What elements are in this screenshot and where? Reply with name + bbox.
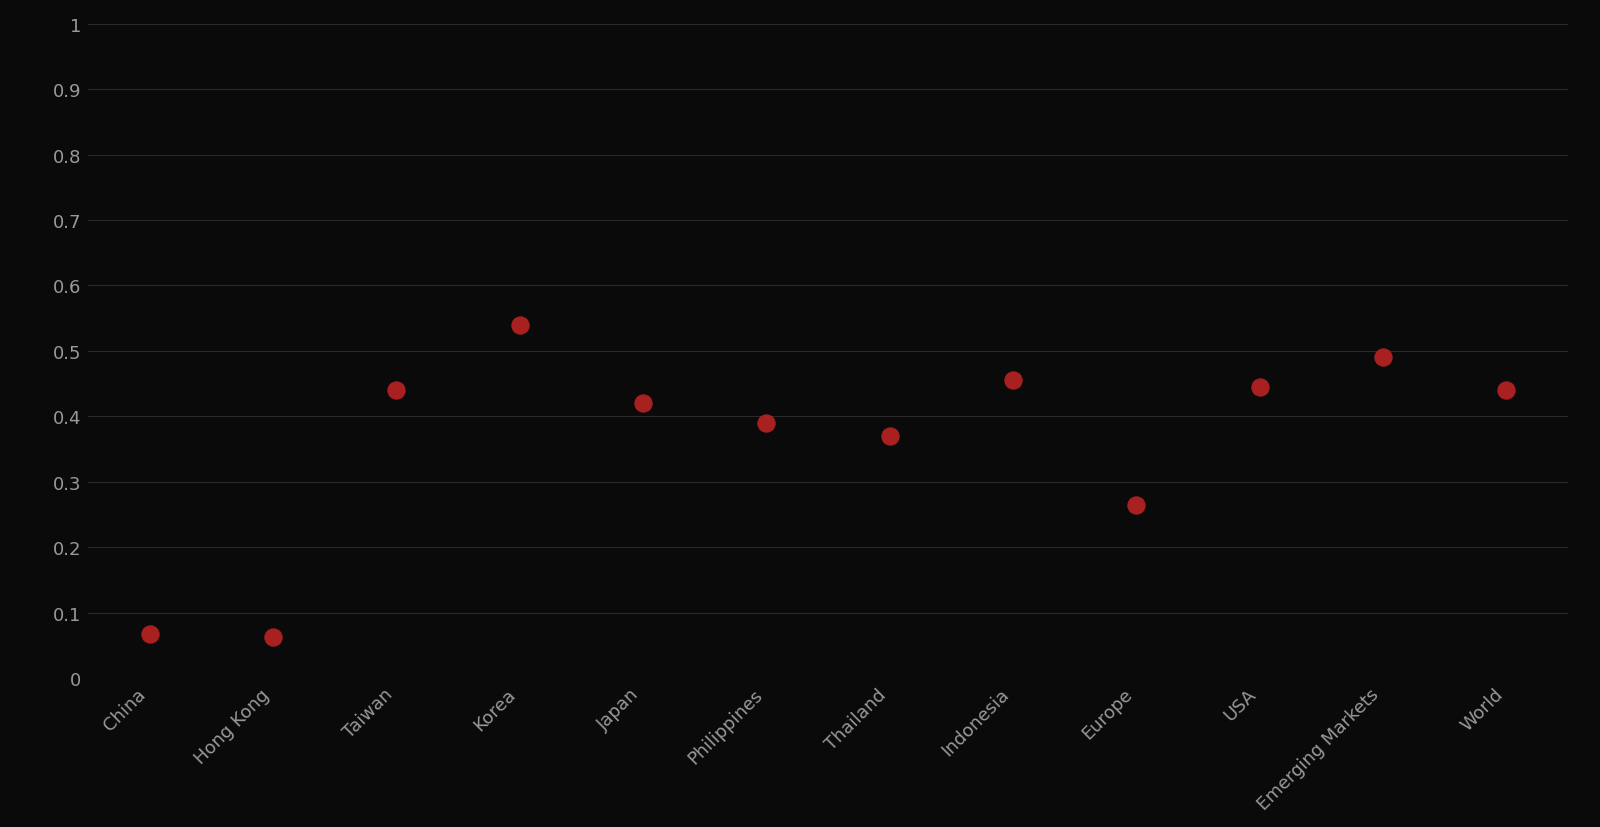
Point bbox=[261, 631, 286, 644]
Point bbox=[507, 318, 533, 332]
Point bbox=[754, 417, 779, 430]
Point bbox=[384, 384, 410, 397]
Point bbox=[1370, 351, 1395, 365]
Point bbox=[1000, 375, 1026, 388]
Point bbox=[877, 430, 902, 443]
Point bbox=[1246, 380, 1272, 394]
Point bbox=[630, 397, 656, 410]
Point bbox=[1123, 499, 1149, 512]
Point bbox=[1493, 384, 1518, 397]
Point bbox=[138, 628, 163, 641]
